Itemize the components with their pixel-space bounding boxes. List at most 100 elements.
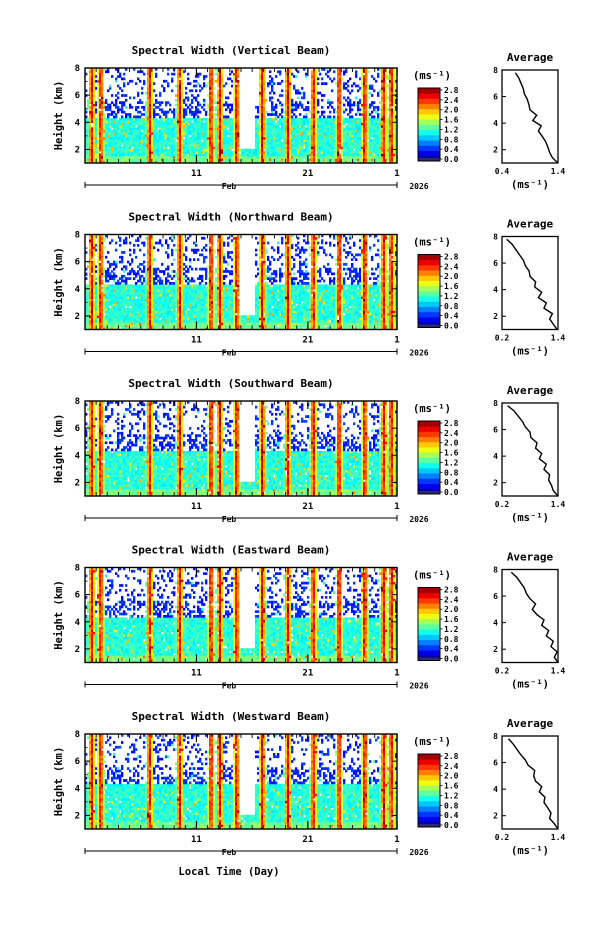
heatmap-cell: [145, 125, 147, 128]
heatmap-cell: [203, 137, 205, 140]
heatmap-cell: [113, 156, 115, 159]
heatmap-cell: [113, 142, 115, 145]
heatmap-cell: [181, 101, 183, 104]
heatmap-cell: [107, 116, 109, 119]
heatmap-cell: [183, 101, 185, 104]
heatmap-cell: [109, 104, 111, 107]
heatmap-cell: [89, 89, 91, 92]
heatmap-cell: [149, 142, 151, 145]
heatmap-cell: [177, 101, 179, 104]
heatmap-cell: [147, 94, 149, 97]
heatmap-cell: [91, 151, 93, 154]
heatmap-cell: [121, 111, 123, 114]
heatmap-cell: [155, 142, 157, 145]
heatmap-cell: [97, 118, 99, 121]
heatmap-cell: [179, 156, 181, 159]
heatmap-cell: [109, 132, 111, 135]
panel-0: Spectral Width (Vertical Beam)2468Height…: [53, 44, 565, 191]
heatmap-cell: [157, 151, 159, 154]
heatmap-cell: [121, 135, 123, 138]
heatmap-cell: [111, 125, 113, 128]
heatmap-cell: [193, 113, 195, 116]
heatmap-cell: [111, 130, 113, 133]
heatmap-cell: [195, 113, 197, 116]
heatmap-cell: [103, 135, 105, 138]
heatmap-cell: [143, 156, 145, 159]
heatmap-cell: [171, 158, 173, 161]
heatmap-cell: [101, 149, 103, 152]
heatmap-cell: [125, 120, 127, 123]
heatmap-cell: [147, 123, 149, 126]
heatmap-cell: [91, 120, 93, 123]
heatmap-cell: [89, 116, 91, 119]
heatmap-cell: [99, 149, 101, 152]
heatmap-cell: [189, 158, 191, 161]
heatmap-cell: [127, 146, 129, 149]
heatmap-cell: [111, 156, 113, 159]
heatmap-cell: [103, 151, 105, 154]
heatmap-cell: [133, 118, 135, 121]
heatmap-cell: [149, 125, 151, 128]
heatmap-cell: [89, 92, 91, 95]
heatmap-cell: [101, 118, 103, 121]
heatmap-cell: [185, 97, 187, 100]
heatmap-cell: [107, 135, 109, 138]
heatmap-cell: [139, 149, 141, 152]
heatmap-cell: [191, 151, 193, 154]
heatmap-cell: [139, 123, 141, 126]
heatmap-cell: [143, 158, 145, 161]
heatmap-cell: [117, 125, 119, 128]
heatmap-cell: [161, 125, 163, 128]
heatmap-cell: [153, 116, 155, 119]
heatmap-cell: [147, 135, 149, 138]
heatmap-cell: [141, 154, 143, 157]
heatmap-cell: [95, 154, 97, 157]
heatmap-cell: [165, 149, 167, 152]
heatmap-cell: [151, 118, 153, 121]
heatmap-cell: [155, 137, 157, 140]
heatmap-cell: [173, 149, 175, 152]
heatmap-cell: [139, 154, 141, 157]
heatmap-cell: [91, 80, 93, 83]
heatmap-cell: [155, 135, 157, 138]
heatmap-cell: [97, 101, 99, 104]
heatmap-cell: [163, 139, 165, 142]
heatmap-cell: [171, 151, 173, 154]
heatmap-cell: [177, 80, 179, 83]
heatmap-cell: [149, 108, 151, 111]
heatmap-cell: [161, 111, 163, 114]
heatmap-cell: [175, 120, 177, 123]
heatmap-cell: [149, 127, 151, 130]
heatmap-cell: [179, 132, 181, 135]
heatmap-cell: [91, 154, 93, 157]
heatmap-cell: [113, 130, 115, 133]
heatmap-cell: [151, 87, 153, 90]
heatmap-cell: [97, 75, 99, 78]
heatmap-cell: [195, 135, 197, 138]
heatmap-cell: [159, 151, 161, 154]
heatmap-cell: [117, 149, 119, 152]
heatmap-cell: [175, 116, 177, 119]
heatmap-cell: [135, 146, 137, 149]
heatmap-cell: [173, 118, 175, 121]
heatmap-cell: [129, 144, 131, 147]
heatmap-cell: [201, 151, 203, 154]
heatmap-cell: [197, 111, 199, 114]
heatmap-cell: [89, 144, 91, 147]
heatmap-cell: [95, 142, 97, 145]
heatmap-cell: [177, 89, 179, 92]
heatmap-cell: [159, 130, 161, 133]
heatmap-cell: [183, 116, 185, 119]
heatmap-cell: [151, 92, 153, 95]
heatmap-cell: [151, 101, 153, 104]
heatmap-cell: [137, 154, 139, 157]
heatmap-cell: [171, 127, 173, 130]
heatmap-cell: [193, 85, 195, 88]
heatmap-cell: [131, 137, 133, 140]
heatmap-cell: [133, 97, 135, 100]
heatmap-cell: [133, 142, 135, 145]
heatmap-cell: [129, 149, 131, 152]
heatmap-cell: [101, 108, 103, 111]
heatmap-cell: [147, 125, 149, 128]
heatmap-cell: [179, 75, 181, 78]
